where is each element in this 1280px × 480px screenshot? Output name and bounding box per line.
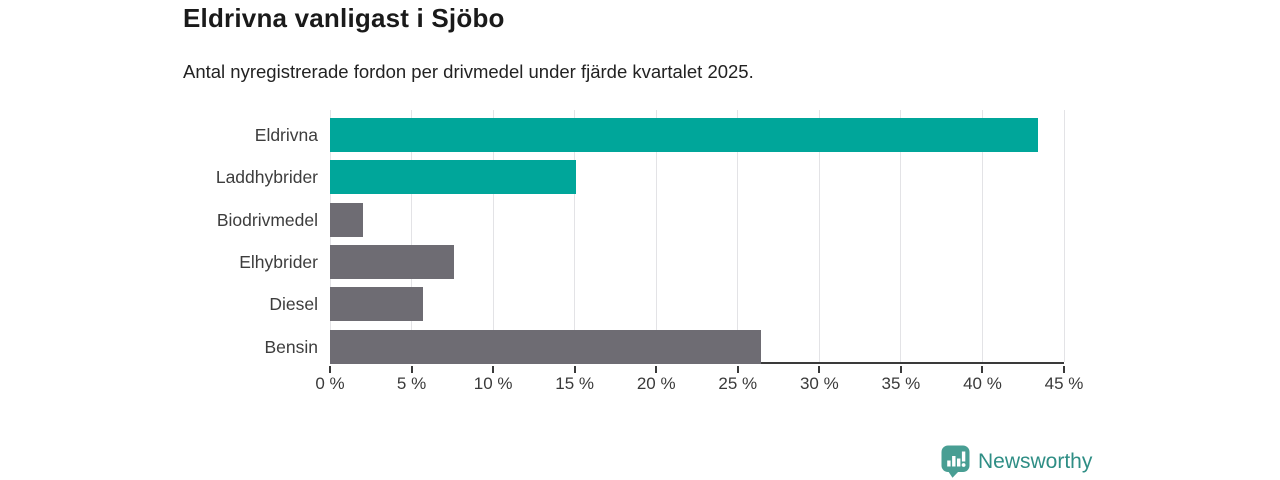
x-axis-tick-label: 15 % — [555, 374, 595, 393]
bar-laddhybrider — [330, 160, 577, 195]
x-axis-tick-label: 10 % — [473, 374, 513, 393]
category-label-diesel: Diesel — [269, 294, 318, 315]
x-axis-tick-label: 20 % — [636, 374, 676, 393]
x-axis-tick — [329, 366, 331, 373]
category-label-biodrivmedel: Biodrivmedel — [216, 209, 318, 230]
x-axis-tick — [899, 366, 902, 373]
bar-eldrivna — [330, 118, 1038, 152]
x-axis-tick — [736, 366, 739, 373]
bar-bensin — [330, 329, 761, 364]
gridline — [900, 110, 902, 362]
gridline — [737, 110, 739, 362]
x-axis-tick — [818, 366, 821, 373]
category-label-elhybrider: Elhybrider — [239, 251, 318, 272]
bar-diesel — [330, 287, 423, 322]
bar-biodrivmedel — [330, 202, 363, 237]
x-axis-tick-label: 30 % — [799, 374, 839, 393]
x-axis-tick — [981, 366, 984, 373]
newsworthy-logo-icon — [941, 445, 970, 478]
plot-area — [329, 110, 1065, 364]
footer-brand: Newsworthy — [941, 445, 1092, 478]
x-axis-tick-label: 25 % — [718, 374, 758, 393]
chart-subtitle: Antal nyregistrerade fordon per drivmede… — [183, 61, 754, 82]
x-axis-tick — [1063, 366, 1065, 373]
x-axis-tick — [573, 366, 576, 373]
gridline — [818, 110, 820, 362]
gridline — [574, 110, 576, 362]
bar-elhybrider — [330, 244, 454, 279]
gridline — [655, 110, 657, 362]
gridline — [981, 110, 983, 362]
brand-name: Newsworthy — [978, 449, 1093, 473]
x-axis-tick — [655, 366, 658, 373]
x-axis-tick-label: 45 % — [1044, 374, 1084, 393]
category-label-eldrivna: Eldrivna — [254, 125, 318, 145]
category-label-laddhybrider: Laddhybrider — [215, 167, 318, 188]
gridline — [411, 110, 413, 362]
gridline — [492, 110, 494, 362]
x-axis-tick — [492, 366, 495, 373]
category-label-bensin: Bensin — [264, 336, 318, 357]
x-axis-tick-label: 0 % — [315, 374, 345, 393]
chart-title: Eldrivna vanligast i Sjöbo — [183, 3, 505, 33]
x-axis-tick-label: 35 % — [881, 374, 921, 393]
x-axis-tick-label: 5 % — [396, 374, 427, 393]
x-axis-tick — [410, 366, 413, 373]
x-axis-tick-label: 40 % — [963, 374, 1002, 393]
gridline — [1063, 110, 1065, 362]
